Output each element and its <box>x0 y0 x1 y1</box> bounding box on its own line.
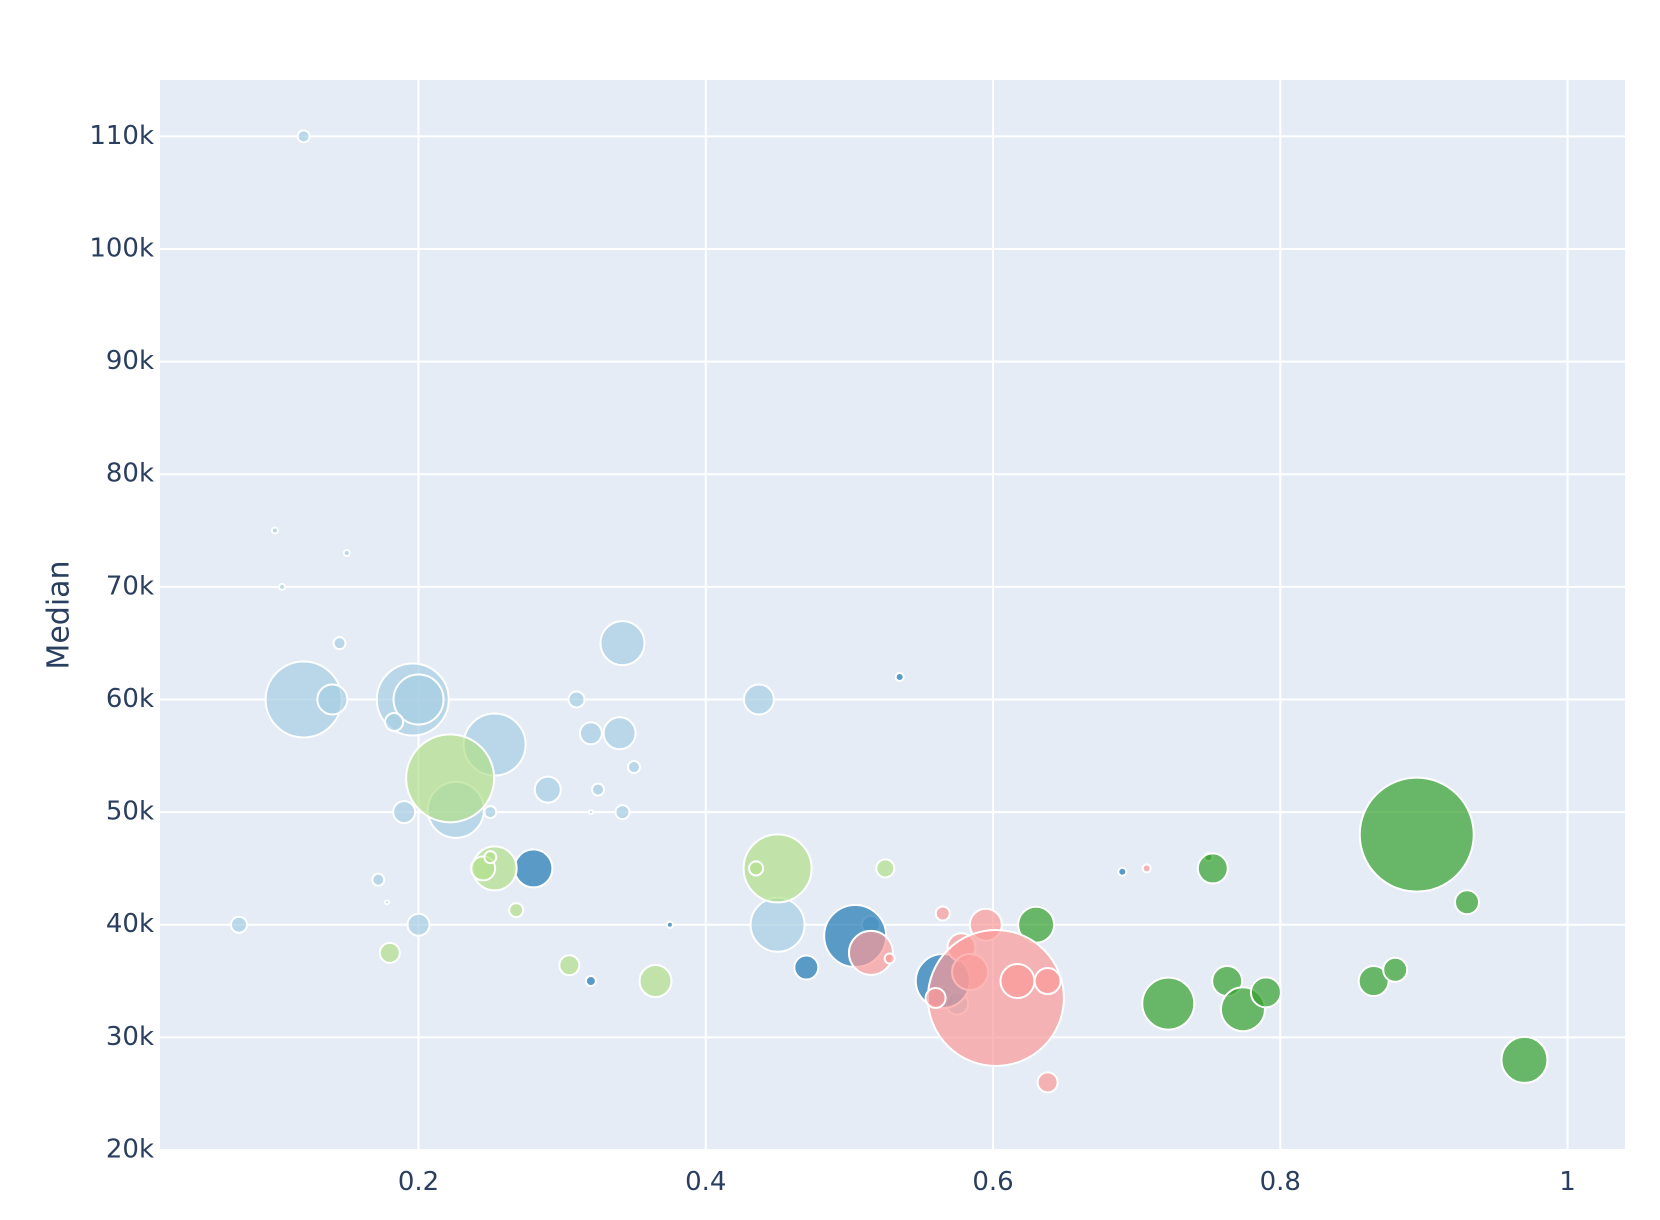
bubble-point[interactable] <box>599 620 646 667</box>
bubble-layer <box>229 129 1549 1094</box>
bubble-series <box>847 863 1152 1094</box>
y-tick-label: 70k <box>106 571 154 601</box>
bubble-point[interactable] <box>567 690 586 709</box>
x-tick-label: 0.8 <box>1260 1167 1301 1197</box>
bubble-point[interactable] <box>742 833 813 904</box>
bubble-point[interactable] <box>332 636 347 651</box>
bubble-point[interactable] <box>793 954 820 981</box>
bubble-point[interactable] <box>483 850 498 865</box>
y-tick-label: 20k <box>106 1135 154 1165</box>
y-tick-label: 100k <box>89 233 154 263</box>
bubble-point[interactable] <box>483 805 498 820</box>
y-tick-label: 50k <box>106 797 154 827</box>
bubble-point[interactable] <box>1141 976 1196 1031</box>
bubble-point[interactable] <box>508 902 525 919</box>
bubble-point[interactable] <box>934 905 951 922</box>
bubble-point[interactable] <box>378 941 401 964</box>
bubble-point[interactable] <box>383 899 390 906</box>
bubble-series <box>378 733 896 999</box>
bubble-point[interactable] <box>626 760 641 775</box>
y-tick-label: 80k <box>106 459 154 489</box>
bubble-point[interactable] <box>924 986 947 1009</box>
y-tick-labels: 20k 30k 40k 50k 60k 70k 80k 90k 100k 110k <box>89 121 154 1165</box>
bubble-point[interactable] <box>405 733 496 824</box>
bubble-point[interactable] <box>1196 852 1229 885</box>
bubble-point[interactable] <box>1036 1071 1059 1094</box>
bubble-point[interactable] <box>748 860 765 877</box>
x-tick-label: 0.6 <box>972 1167 1013 1197</box>
y-axis-title: Median <box>42 560 77 669</box>
bubble-point[interactable] <box>278 582 287 591</box>
x-gridlines <box>417 80 1569 1150</box>
bubble-point[interactable] <box>1117 866 1128 877</box>
bubble-point[interactable] <box>1454 889 1481 916</box>
bubble-point[interactable] <box>847 929 894 976</box>
bubble-point[interactable] <box>1249 976 1282 1009</box>
plot-background <box>160 80 1625 1150</box>
bubble-point[interactable] <box>533 775 562 804</box>
bubble-point[interactable] <box>614 804 631 821</box>
bubble-point[interactable] <box>558 954 581 977</box>
bubble-point[interactable] <box>926 928 1065 1067</box>
bubble-point[interactable] <box>1033 967 1062 996</box>
x-tick-label: 0.4 <box>685 1167 726 1197</box>
bubble-point[interactable] <box>638 964 673 999</box>
bubble-point[interactable] <box>384 712 405 732</box>
y-tick-label: 30k <box>106 1022 154 1052</box>
bubble-point[interactable] <box>883 952 896 965</box>
bubble-point[interactable] <box>587 809 594 816</box>
bubble-point[interactable] <box>999 963 1036 1000</box>
bubble-point[interactable] <box>392 673 445 726</box>
bubble-point[interactable] <box>584 975 597 988</box>
bubble-point[interactable] <box>875 858 896 879</box>
bubble-point[interactable] <box>406 912 431 937</box>
bubble-point[interactable] <box>578 721 603 746</box>
bubble-point[interactable] <box>894 671 905 682</box>
bubble-point[interactable] <box>392 800 417 825</box>
bubble-point[interactable] <box>1500 1035 1549 1084</box>
y-gridlines <box>160 135 1625 1151</box>
bubble-series <box>1017 776 1549 1084</box>
bubble-point[interactable] <box>742 683 775 716</box>
y-tick-label: 110k <box>89 121 154 151</box>
bubble-point[interactable] <box>1382 956 1409 983</box>
y-tick-label: 60k <box>106 684 154 714</box>
bubble-point[interactable] <box>749 896 806 953</box>
bubble-point[interactable] <box>296 129 311 144</box>
bubble-point[interactable] <box>1358 776 1475 893</box>
bubble-point[interactable] <box>371 872 386 887</box>
x-tick-labels: 0.2 0.4 0.6 0.8 1 <box>398 1167 1576 1197</box>
bubble-point[interactable] <box>342 549 351 558</box>
bubble-point[interactable] <box>513 848 554 889</box>
bubble-point[interactable] <box>270 526 279 535</box>
bubble-point[interactable] <box>665 920 674 929</box>
x-tick-label: 0.2 <box>398 1167 439 1197</box>
bubble-point[interactable] <box>602 716 637 751</box>
bubble-point[interactable] <box>1357 965 1390 998</box>
bubble-point[interactable] <box>229 915 248 934</box>
bubble-point[interactable] <box>1141 863 1152 874</box>
bubble-point[interactable] <box>316 683 349 716</box>
bubble-point[interactable] <box>591 782 606 797</box>
y-tick-label: 40k <box>106 909 154 939</box>
y-tick-label: 90k <box>106 346 154 376</box>
x-tick-label: 1 <box>1559 1167 1576 1197</box>
